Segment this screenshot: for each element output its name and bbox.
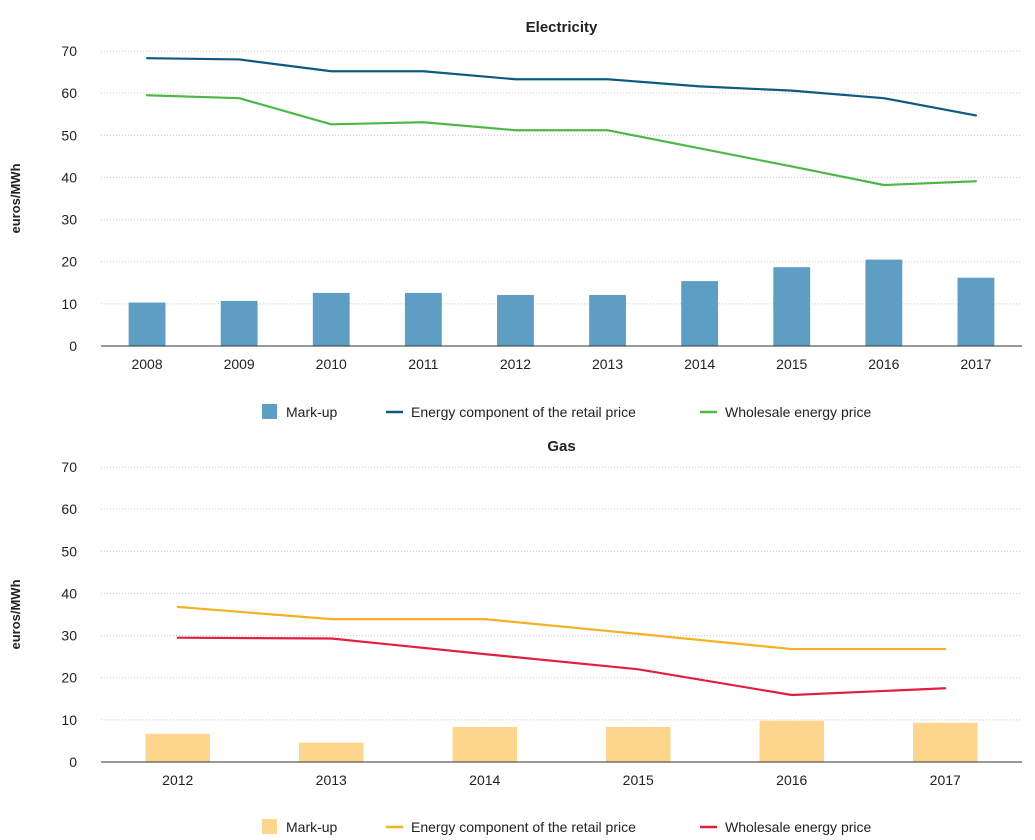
y-tick-label: 0 (69, 338, 77, 354)
chart-title: Gas (547, 438, 575, 455)
bar-markup-2017 (913, 722, 978, 762)
legend-swatch-bar (262, 819, 277, 834)
y-tick-label: 20 (61, 254, 77, 270)
x-tick-label: 2013 (316, 772, 347, 788)
y-tick-label: 70 (61, 43, 77, 59)
y-tick-label: 40 (61, 169, 77, 185)
legend-label: Wholesale energy price (725, 819, 872, 835)
bar-markup-2015 (606, 727, 671, 762)
bar-markup-2009 (220, 300, 258, 346)
series-line-retail-energy-component (145, 57, 978, 117)
x-tick-label: 2015 (623, 772, 654, 788)
bar-markup-2013 (589, 295, 626, 346)
bar-markup-2016 (865, 259, 903, 346)
bar-markup-2014 (452, 727, 517, 762)
bar-markup-2013 (299, 742, 364, 762)
series-line-retail-energy-component (176, 605, 947, 651)
x-tick-label: 2012 (500, 356, 531, 372)
legend-swatch-bar (262, 404, 277, 419)
legend-label: Energy component of the retail price (411, 819, 636, 835)
x-tick-label: 2017 (930, 772, 961, 788)
bar-markup-2010 (312, 292, 350, 346)
y-tick-label: 60 (61, 501, 77, 517)
bar-markup-2015 (773, 267, 811, 346)
bar-markup-2016 (759, 720, 824, 762)
y-tick-label: 40 (61, 585, 77, 601)
y-tick-label: 30 (61, 212, 77, 228)
y-axis-label: euros/MWh (8, 579, 23, 649)
x-tick-label: 2016 (868, 356, 899, 372)
y-tick-label: 20 (61, 670, 77, 686)
series-line-wholesale-energy-price (176, 636, 947, 697)
x-tick-label: 2010 (316, 356, 347, 372)
y-tick-label: 30 (61, 628, 77, 644)
y-tick-label: 50 (61, 543, 77, 559)
legend: Mark-up Energy component of the retail pr… (262, 404, 872, 420)
legend-label: Wholesale energy price (725, 404, 872, 420)
chart-gas: Gas euros/MWh 0 10 20 30 40 50 60 70 2012 2013 2014 2… (8, 438, 1022, 835)
x-tick-label: 2014 (684, 356, 715, 372)
y-tick-label: 50 (61, 127, 77, 143)
bar-markup-2012 (145, 733, 210, 762)
x-tick-label: 2012 (162, 772, 193, 788)
bar-markup-2012 (497, 295, 534, 346)
chart-electricity: Electricity euros/MWh 0 10 20 30 40 50 60 70 2008 2… (8, 19, 1022, 420)
bar-markup-2017 (957, 277, 995, 346)
x-tick-label: 2016 (776, 772, 807, 788)
y-tick-label: 0 (69, 754, 77, 770)
bar-markup-2014 (681, 281, 719, 346)
x-tick-label: 2013 (592, 356, 623, 372)
x-tick-label: 2008 (131, 356, 162, 372)
y-axis-label: euros/MWh (8, 163, 23, 233)
series-line-wholesale-energy-price (145, 94, 978, 187)
x-tick-label: 2009 (224, 356, 255, 372)
x-tick-label: 2015 (776, 356, 807, 372)
x-tick-label: 2014 (469, 772, 500, 788)
y-tick-label: 10 (61, 712, 77, 728)
y-tick-label: 60 (61, 85, 77, 101)
x-tick-label: 2017 (960, 356, 991, 372)
y-tick-label: 70 (61, 459, 77, 475)
bar-markup-2008 (128, 302, 166, 346)
bar-markup-2011 (404, 292, 442, 346)
legend-label: Energy component of the retail price (411, 404, 636, 420)
legend-label: Mark-up (286, 819, 338, 835)
legend: Mark-up Energy component of the retail pr… (262, 819, 872, 835)
x-tick-label: 2011 (408, 356, 438, 372)
chart-title: Electricity (526, 19, 598, 36)
legend-label: Mark-up (286, 404, 338, 420)
y-tick-label: 10 (61, 296, 77, 312)
